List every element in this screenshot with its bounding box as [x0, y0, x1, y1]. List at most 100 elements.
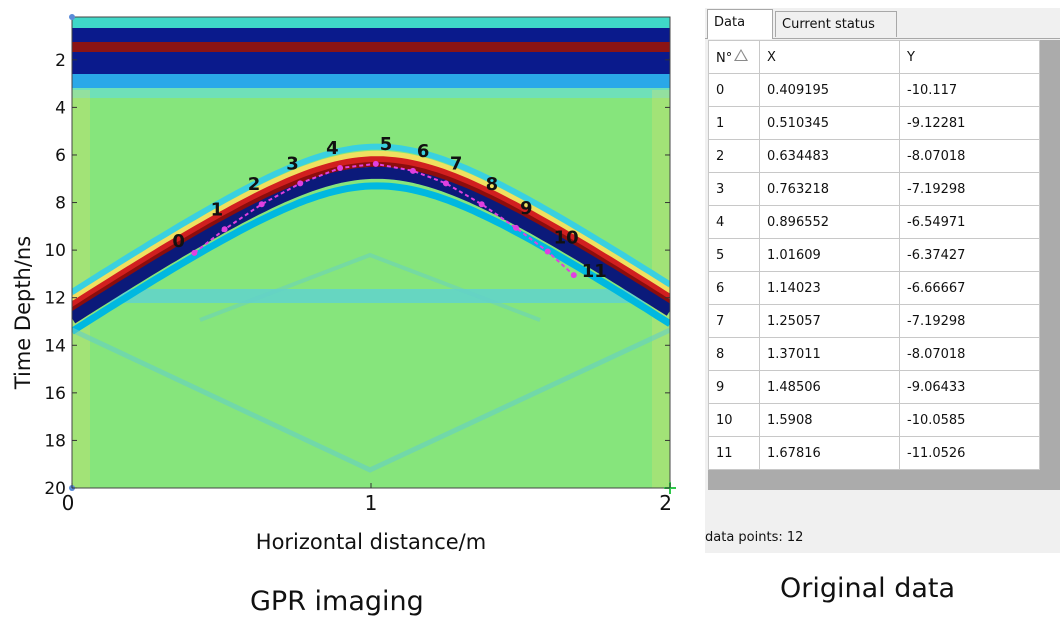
cell-x: 0.409195	[759, 73, 900, 107]
y-tick-label: 16	[44, 384, 66, 404]
y-tick-label: 6	[55, 146, 66, 166]
surface-band-lightblue	[72, 74, 670, 88]
column-header-n[interactable]: N°	[708, 40, 760, 74]
point-label: 9	[520, 198, 533, 219]
table-row[interactable]: 10 1.5908 -10.0585	[708, 403, 1040, 437]
cell-n: 2	[708, 139, 760, 173]
table-row[interactable]: 8 1.37011 -8.07018	[708, 337, 1040, 371]
cell-n: 4	[708, 205, 760, 239]
pick-line	[193, 162, 575, 276]
hyperbola-band-yellow	[72, 150, 670, 302]
pick-point[interactable]	[570, 272, 577, 279]
cell-y: -8.07018	[899, 337, 1040, 371]
x-tick-label: 2	[659, 491, 672, 515]
cell-x: 0.763218	[759, 172, 900, 206]
cell-n: 11	[708, 436, 760, 470]
point-label: 1	[211, 199, 224, 220]
pick-point[interactable]	[297, 180, 304, 187]
data-table: N° X Y 0 0.409195 -10.117 1 0.510345 -9.12281…	[708, 40, 1040, 470]
y-axis-label: Time Depth/ns	[11, 236, 35, 390]
table-row[interactable]: 2 0.634483 -8.07018	[708, 139, 1040, 173]
pick-point[interactable]	[409, 167, 416, 174]
point-label: 5	[380, 134, 393, 155]
pick-point[interactable]	[372, 160, 379, 167]
x-axis-label: Horizontal distance/m	[256, 530, 486, 554]
cell-x: 1.14023	[759, 271, 900, 305]
cell-y: -8.07018	[899, 139, 1040, 173]
cell-n: 7	[708, 304, 760, 338]
table-row[interactable]: 6 1.14023 -6.66667	[708, 271, 1040, 305]
surface-band-fade	[72, 88, 670, 98]
y-tick-label: 18	[44, 431, 66, 451]
pick-point[interactable]	[478, 201, 485, 208]
y-tick-label: 10	[44, 241, 66, 261]
cell-y: -6.54971	[899, 205, 1040, 239]
table-row[interactable]: 11 1.67816 -11.0526	[708, 436, 1040, 470]
table-row[interactable]: 5 1.01609 -6.37427	[708, 238, 1040, 272]
diffraction-upper	[199, 252, 541, 322]
table-row[interactable]: 1 0.510345 -9.12281	[708, 106, 1040, 140]
cell-n: 9	[708, 370, 760, 404]
column-header-y[interactable]: Y	[899, 40, 1040, 74]
table-scroll-area[interactable]	[1041, 40, 1060, 490]
cell-n: 8	[708, 337, 760, 371]
surface-band-blue-2	[72, 52, 670, 74]
corner-handle-top-left[interactable]	[69, 14, 75, 20]
cell-n: 10	[708, 403, 760, 437]
tab-data[interactable]: Data	[707, 9, 773, 39]
cell-n: 5	[708, 238, 760, 272]
cell-x: 0.634483	[759, 139, 900, 173]
y-tick-label: 4	[55, 98, 66, 118]
y-tick-label: 12	[44, 289, 66, 309]
point-label: 4	[326, 138, 339, 159]
sort-ascending-icon	[734, 48, 749, 61]
pick-point[interactable]	[191, 249, 198, 256]
pick-point[interactable]	[513, 224, 520, 231]
data-caption: Original data	[780, 573, 956, 604]
cell-n: 1	[708, 106, 760, 140]
pick-point[interactable]	[337, 165, 344, 172]
cell-y: -6.37427	[899, 238, 1040, 272]
table-row[interactable]: 9 1.48506 -9.06433	[708, 370, 1040, 404]
point-label: 2	[248, 174, 261, 195]
cell-x: 1.01609	[759, 238, 900, 272]
pick-point[interactable]	[442, 180, 449, 187]
data-table-panel: N° X Y 0 0.409195 -10.117 1 0.510345 -9.12281…	[708, 40, 1060, 490]
cell-y: -11.0526	[899, 436, 1040, 470]
cell-y: -9.12281	[899, 106, 1040, 140]
hyperbola	[72, 143, 670, 335]
column-header-x[interactable]: X	[759, 40, 900, 74]
y-tick-label: 20	[44, 479, 66, 499]
y-tick-label: 2	[55, 51, 66, 71]
gpr-caption: GPR imaging	[250, 586, 424, 617]
hyperbola-band-lightblue	[72, 182, 670, 335]
gpr-image	[72, 17, 670, 488]
cell-y: -6.66667	[899, 271, 1040, 305]
status-line: data points: 12	[705, 530, 804, 545]
diffraction-lower	[72, 327, 670, 473]
cell-x: 1.5908	[759, 403, 900, 437]
table-row[interactable]: 7 1.25057 -7.19298	[708, 304, 1040, 338]
cell-x: 1.67816	[759, 436, 900, 470]
cell-n: 6	[708, 271, 760, 305]
table-row[interactable]: 0 0.409195 -10.117	[708, 73, 1040, 107]
cell-y: -10.117	[899, 73, 1040, 107]
pick-point[interactable]	[221, 226, 228, 233]
table-row[interactable]: 3 0.763218 -7.19298	[708, 172, 1040, 206]
x-tick-label: 1	[365, 491, 378, 515]
point-label: 8	[486, 174, 499, 195]
surface-band-red	[72, 42, 670, 52]
pick-point[interactable]	[258, 201, 265, 208]
table-row[interactable]: 4 0.896552 -6.54971	[708, 205, 1040, 239]
point-label: 3	[286, 153, 299, 174]
cell-y: -9.06433	[899, 370, 1040, 404]
pick-point[interactable]	[544, 248, 551, 255]
cell-y: -10.0585	[899, 403, 1040, 437]
surface-band-blue	[72, 28, 670, 42]
table-body: 0 0.409195 -10.117 1 0.510345 -9.12281 2 0.6344…	[708, 73, 1040, 470]
cell-n: 0	[708, 73, 760, 107]
tab-current-status[interactable]: Current status	[775, 11, 897, 37]
